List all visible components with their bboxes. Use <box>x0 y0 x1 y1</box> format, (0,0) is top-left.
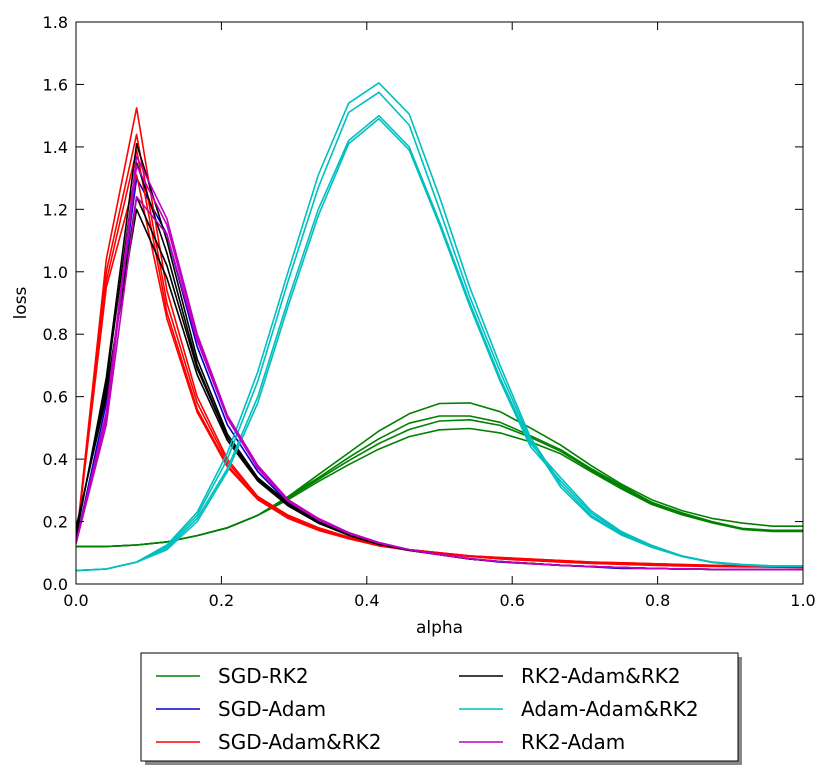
y-tick-label: 1.0 <box>43 263 68 282</box>
y-tick-label: 0.4 <box>43 450 68 469</box>
y-tick-label: 1.4 <box>43 138 68 157</box>
series-rk2-adam <box>76 155 803 571</box>
series-line-sgd-adam-rk2 <box>76 174 803 569</box>
x-tick-label: 1.0 <box>790 591 815 610</box>
legend-label-sgd-adam: SGD-Adam <box>218 697 326 721</box>
y-axis-label: loss <box>11 286 31 319</box>
x-tick-label: 0.4 <box>354 591 379 610</box>
x-tick-label: 0.2 <box>209 591 234 610</box>
legend: SGD-RK2 SGD-Adam SGD-Adam&RK2 RK2-Adam&RK2 A… <box>140 652 742 765</box>
series-line-rk2-adam <box>76 196 803 571</box>
legend-label-adam-adam-rk2: Adam-Adam&RK2 <box>521 697 699 721</box>
y-tick-label: 0.2 <box>43 513 68 532</box>
x-tick-label: 0.0 <box>63 591 88 610</box>
y-tick-label: 0.0 <box>43 575 68 594</box>
y-tick-label: 0.8 <box>43 325 68 344</box>
x-tick-label: 0.6 <box>499 591 524 610</box>
y-tick-label: 0.6 <box>43 388 68 407</box>
series-line-adam-adam-rk2 <box>76 118 803 572</box>
x-axis-label: alpha <box>416 618 463 638</box>
x-tick-label: 0.8 <box>645 591 670 610</box>
y-tick-label: 1.6 <box>43 75 68 94</box>
y-tick-label: 1.2 <box>43 200 68 219</box>
series-adam-adam-rk2 <box>76 82 803 572</box>
legend-box <box>140 652 739 762</box>
y-tick-label: 1.8 <box>43 13 68 32</box>
legend-label-sgd-rk2: SGD-RK2 <box>218 664 309 688</box>
series-sgd-adam-rk2 <box>76 107 803 569</box>
legend-label-rk2-adam: RK2-Adam <box>521 730 625 754</box>
legend-label-rk2-adam-rk2: RK2-Adam&RK2 <box>521 664 681 688</box>
plot-frame <box>75 21 804 585</box>
legend-label-sgd-adam-rk2: SGD-Adam&RK2 <box>218 730 381 754</box>
series-line-sgd-rk2 <box>76 427 803 548</box>
series-sgd-rk2 <box>76 402 803 548</box>
plot-background <box>76 22 803 584</box>
